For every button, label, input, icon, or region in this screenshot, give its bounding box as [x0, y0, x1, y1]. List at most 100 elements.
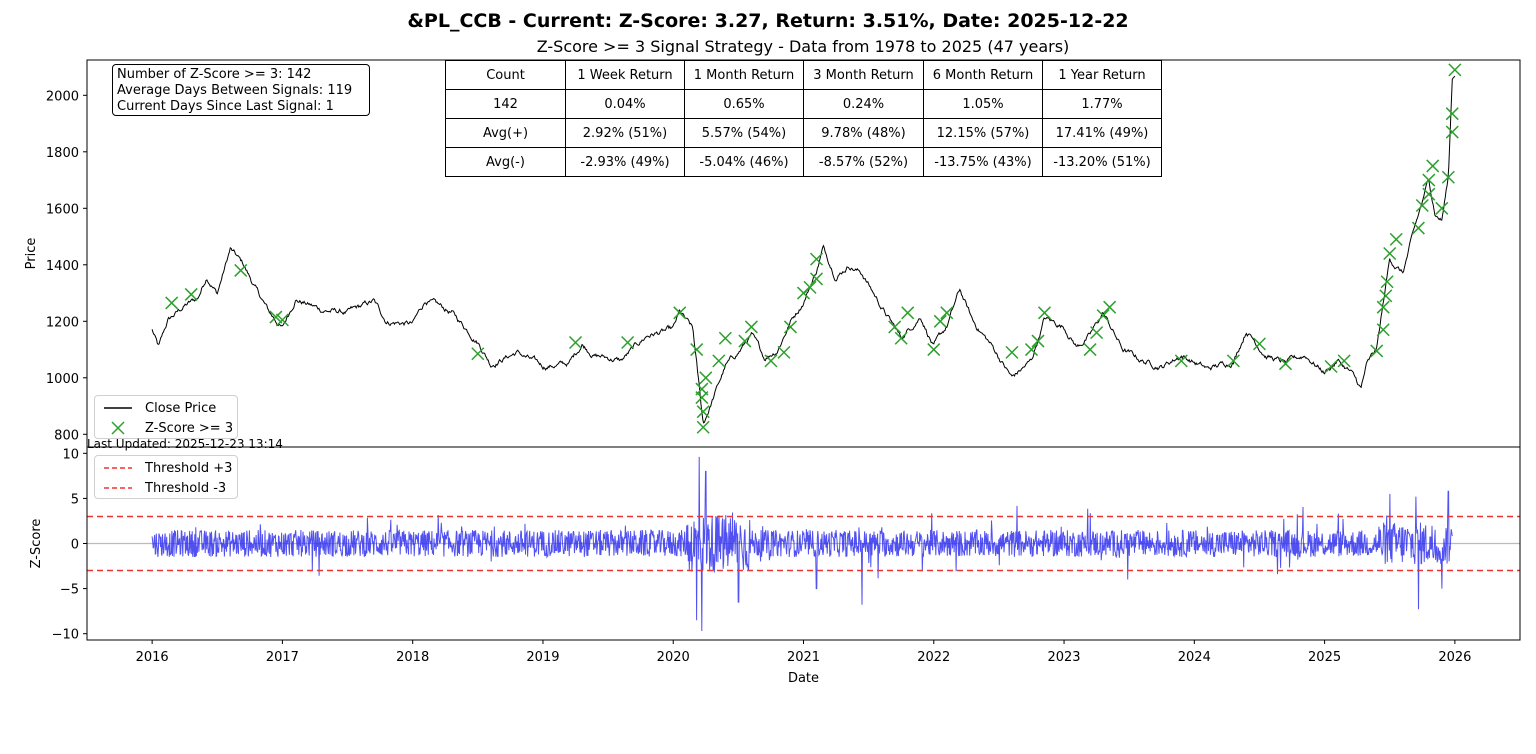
signal-marker	[888, 320, 902, 334]
signal-marker	[275, 313, 289, 327]
zscore-plot: −10 −5 0 5 10 2016 2017 2018 2019 2020 2021 2022 202…	[29, 446, 1521, 686]
signal-marker	[803, 280, 817, 294]
signal-stats-box: Number of Z-Score >= 3: 142 Average Days…	[112, 64, 370, 116]
price-ytick-label: 2000	[46, 89, 79, 104]
legend-item-threshold-pos: Threshold +3	[95, 458, 232, 478]
signal-marker	[777, 345, 791, 359]
table-cell: 1.05%	[923, 89, 1043, 119]
header-1m: 1 Month Return	[684, 60, 804, 90]
price-axis-label: Price	[24, 238, 39, 270]
signal-marker	[1037, 306, 1052, 320]
xtick-label: 2018	[396, 650, 429, 665]
signal-marker	[1370, 344, 1384, 358]
table-cell: 12.15% (57%)	[923, 118, 1043, 148]
table-row: 142 0.04% 0.65% 0.24% 1.05% 1.77%	[445, 89, 1162, 119]
table-cell: 1.77%	[1042, 89, 1162, 119]
signal-marker	[1278, 357, 1293, 371]
zscore-ytick-label: 0	[71, 538, 79, 553]
price-ytick-label: 1600	[46, 202, 79, 217]
zscore-ytick-label: 5	[71, 492, 79, 507]
signal-marker	[1411, 221, 1425, 235]
table-cell: 9.78% (48%)	[803, 118, 924, 148]
legend-item-threshold-neg: Threshold -3	[95, 478, 226, 498]
signal-marker	[699, 371, 713, 385]
price-plot: 800 1000 1200 1400 1600 1800 2000 Price	[24, 59, 1521, 448]
xtick-label: 2019	[526, 650, 559, 665]
table-row: Avg(+) 2.92% (51%) 5.57% (54%) 9.78% (48…	[445, 118, 1162, 148]
price-ytick-label: 1000	[46, 372, 79, 387]
header-6m: 6 Month Return	[923, 60, 1043, 90]
signal-marker	[783, 320, 798, 334]
signal-marker	[234, 263, 248, 277]
signal-marker	[809, 272, 824, 286]
signal-marker	[1031, 334, 1045, 348]
signal-marker	[894, 331, 908, 345]
xtick-label: 2022	[917, 650, 950, 665]
signal-marker	[1448, 63, 1462, 77]
signal-marker	[940, 306, 954, 320]
signal-marker	[1376, 323, 1390, 337]
signal-marker	[1024, 343, 1039, 357]
table-cell: -13.75% (43%)	[923, 147, 1043, 177]
legend-item-signal: Z-Score >= 3	[95, 418, 233, 438]
signal-marker	[1324, 359, 1338, 374]
legend-label: Z-Score >= 3	[145, 420, 234, 436]
chart-subtitle: Z-Score >= 3 Signal Strategy - Data from…	[536, 37, 1070, 56]
signal-marker	[744, 320, 758, 334]
last-updated-text: Last Updated: 2025-12-23 13:14	[87, 437, 283, 451]
price-ytick-label: 800	[54, 428, 79, 443]
table-cell: 17.41% (49%)	[1042, 118, 1162, 148]
xtick-label: 2020	[657, 650, 690, 665]
signal-marker	[696, 420, 710, 434]
signal-marker	[1337, 354, 1351, 368]
signal-marker	[1422, 187, 1436, 201]
date-axis-label: Date	[788, 671, 819, 686]
signal-marker	[1096, 309, 1110, 323]
table-cell: 0.65%	[684, 89, 804, 119]
days-since-text: Current Days Since Last Signal: 1	[117, 99, 334, 114]
xtick-label: 2017	[266, 650, 299, 665]
signal-marker	[1435, 201, 1449, 215]
signal-marker	[1103, 300, 1117, 314]
table-cell: 142	[445, 89, 566, 119]
signal-marker	[1445, 107, 1459, 121]
close-price-line	[151, 75, 1456, 424]
header-3m: 3 Month Return	[803, 60, 924, 90]
signal-marker	[1379, 289, 1393, 303]
signal-marker	[696, 405, 710, 419]
signal-marker	[673, 306, 687, 320]
signal-marker	[471, 347, 485, 361]
signal-marker	[764, 354, 778, 368]
table-header-row: Count 1 Week Return 1 Month Return 3 Mon…	[445, 60, 1162, 90]
table-cell: -2.93% (49%)	[565, 147, 685, 177]
returns-table: Count 1 Week Return 1 Month Return 3 Mon…	[445, 60, 1162, 177]
signal-marker	[695, 391, 709, 405]
signal-marker	[1445, 125, 1459, 139]
header-1w: 1 Week Return	[565, 60, 685, 90]
table-cell: 2.92% (51%)	[565, 118, 685, 148]
table-cell: -5.04% (46%)	[684, 147, 804, 177]
signal-marker	[712, 354, 726, 368]
zscore-axis-label: Z-Score	[29, 519, 44, 569]
signal-marker	[1005, 345, 1019, 359]
signal-marker	[1083, 343, 1097, 357]
xtick-label: 2021	[787, 650, 820, 665]
header-count: Count	[445, 60, 566, 90]
table-cell: Avg(-)	[445, 147, 566, 177]
zscore-ytick-label: −10	[52, 628, 79, 643]
signal-marker	[184, 287, 198, 301]
table-cell: Avg(+)	[445, 118, 566, 148]
signal-marker	[738, 334, 752, 348]
signal-marker	[933, 314, 947, 328]
table-cell: 0.24%	[803, 89, 924, 119]
table-row: Avg(-) -2.93% (49%) -5.04% (46%) -8.57% …	[445, 147, 1162, 177]
legend-label: Threshold -3	[145, 480, 227, 496]
table-cell: -13.20% (51%)	[1042, 147, 1162, 177]
signal-marker	[621, 335, 635, 350]
table-cell: 5.57% (54%)	[684, 118, 804, 148]
signal-marker	[690, 343, 704, 357]
signal-marker	[1426, 159, 1440, 173]
signal-marker	[165, 296, 179, 310]
avg-days-text: Average Days Between Signals: 119	[117, 83, 353, 98]
